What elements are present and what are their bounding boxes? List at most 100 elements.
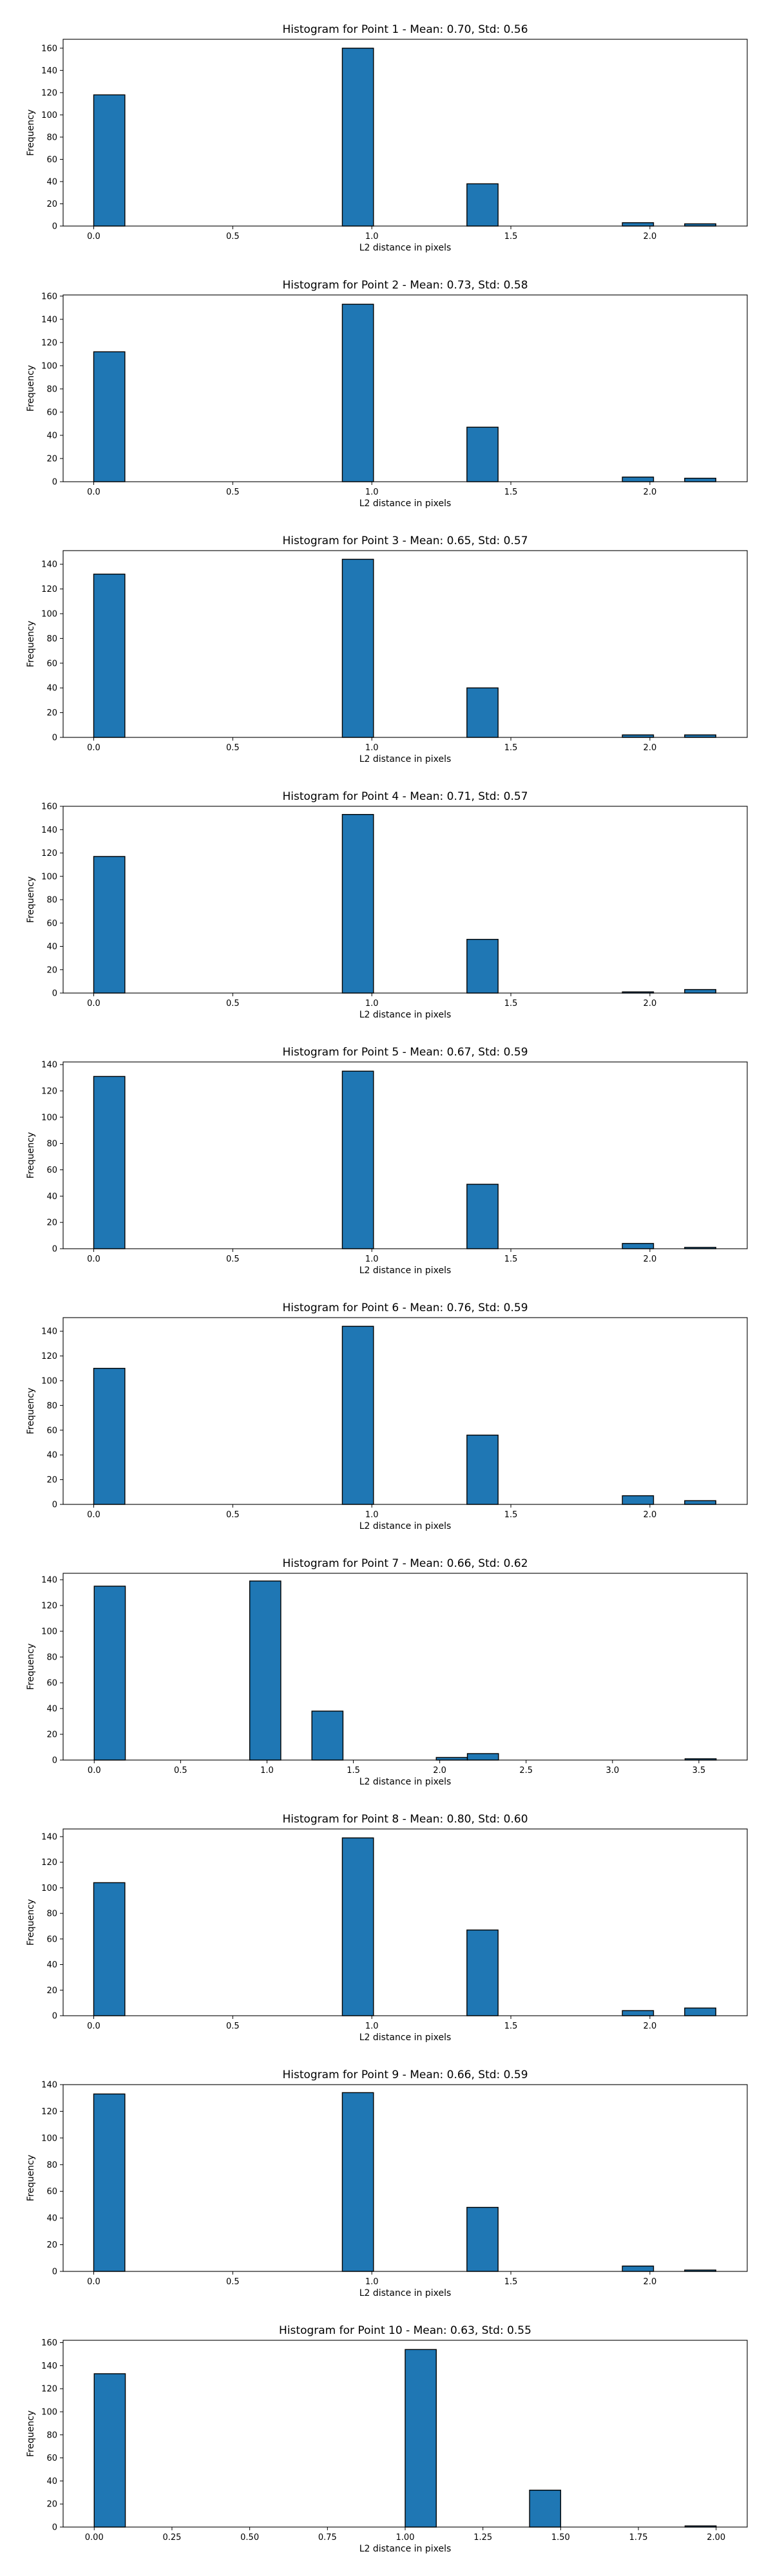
- histogram-9-title: Histogram for Point 9 - Mean: 0.66, Std:…: [282, 2069, 528, 2081]
- histogram-8-xtick-label-4: 1.5: [504, 2022, 518, 2031]
- histogram-2-axes-frame: [62, 294, 748, 482]
- histogram-6-ytick-label-2: 20: [46, 1475, 57, 1485]
- histogram-6-ytick-label-5: 80: [46, 1401, 57, 1411]
- histogram-1-xtick-label-2: 0.5: [226, 232, 240, 242]
- histogram-1-ytick-label-3: 40: [46, 177, 57, 187]
- histogram-5-xlabel: L2 distance in pixels: [359, 1265, 452, 1276]
- histogram-7-bar-5: [466, 1753, 499, 1761]
- histogram-3-bar-5: [684, 734, 716, 738]
- histogram-9-bar-2: [341, 2092, 374, 2272]
- histogram-4-xtick-label-1: 0.0: [87, 999, 100, 1009]
- histogram-10-ytick-label-4: 60: [46, 2454, 57, 2463]
- histogram-2-ytick-label-9: 160: [41, 292, 57, 301]
- histogram-9-bar-3: [466, 2206, 499, 2272]
- histogram-9-xtick-label-4: 1.5: [504, 2277, 518, 2287]
- histogram-2-bar-3: [466, 426, 499, 482]
- histogram-1-xtick-label-3: 1.0: [365, 232, 379, 242]
- histogram-6-bar-1: [93, 1368, 126, 1505]
- histogram-8-bar-4: [622, 2010, 654, 2016]
- histogram-4-bar-2: [341, 813, 374, 994]
- histogram-1-ytick-label-6: 100: [41, 111, 57, 120]
- histogram-9-bar-4: [622, 2266, 654, 2272]
- histogram-3-title: Histogram for Point 3 - Mean: 0.65, Std:…: [282, 535, 528, 547]
- histogram-3-axes-frame: [62, 550, 748, 738]
- histogram-2-ytick-label-6: 100: [41, 361, 57, 371]
- histogram-4-xtick-label-5: 2.0: [644, 999, 657, 1009]
- histogram-4-ytick-label-1: 0: [52, 989, 57, 999]
- histogram-1-ytick-label-1: 0: [52, 222, 57, 232]
- histogram-7-xtick-label-5: 2.0: [433, 1766, 446, 1776]
- histogram-4-xtick-label-4: 1.5: [504, 999, 518, 1009]
- histogram-2-ylabel: Frequency: [26, 365, 36, 412]
- histogram-9-xtick-label-2: 0.5: [226, 2277, 240, 2287]
- histogram-4-xlabel: L2 distance in pixels: [359, 1010, 452, 1020]
- histogram-1-bar-2: [341, 48, 374, 227]
- histogram-7-ytick-label-8: 140: [41, 1576, 57, 1586]
- histogram-2-ytick-label-7: 120: [41, 338, 57, 348]
- histogram-8-ytick-label-3: 40: [46, 1960, 57, 1970]
- histogram-1-xlabel: L2 distance in pixels: [359, 243, 452, 253]
- histogram-10-ytick-label-7: 120: [41, 2385, 57, 2394]
- histogram-8-ytick-label-2: 20: [46, 1986, 57, 1996]
- histogram-1: 0.0 0.5 1.0 1.5 2.0 0 20 40 60 80 100 120 140 160 Hist…: [26, 23, 748, 253]
- histogram-6-ytick-label-4: 60: [46, 1426, 57, 1435]
- histogram-5-ylabel: Frequency: [26, 1132, 36, 1179]
- histogram-4-xtick-label-2: 0.5: [226, 999, 240, 1009]
- histogram-7-bar-2: [249, 1580, 282, 1761]
- histogram-9-ytick-label-1: 0: [52, 2268, 57, 2277]
- histogram-5-ytick-label-1: 0: [52, 1245, 57, 1255]
- histogram-3-ylabel: Frequency: [26, 621, 36, 667]
- histogram-5-ytick-label-8: 140: [41, 1061, 57, 1070]
- histogram-7-ytick-label-2: 20: [46, 1730, 57, 1740]
- histogram-4-bar-5: [684, 989, 716, 994]
- histogram-1-ytick-label-5: 80: [46, 133, 57, 142]
- histogram-3-bar-2: [341, 558, 374, 738]
- histogram-8-ytick-label-8: 140: [41, 1832, 57, 1842]
- histogram-6-ytick-label-6: 100: [41, 1376, 57, 1386]
- histogram-6-xtick-label-1: 0.0: [87, 1510, 100, 1520]
- histogram-3-ytick-label-3: 40: [46, 684, 57, 694]
- histogram-7-bar-4: [435, 1757, 468, 1761]
- histogram-7: 0.0 0.5 1.0 1.5 2.0 2.5 3.0 3.5 0 20 40 60 80 100 120 1…: [26, 1557, 748, 1787]
- histogram-10: 0.00 0.25 0.50 0.75 1.00 1.25 1.50 1.75 2.00 0 20 4…: [26, 2324, 748, 2554]
- histogram-2: 0.0 0.5 1.0 1.5 2.0 0 20 40 60 80 100 120 140 160 Hist…: [26, 279, 748, 509]
- histogram-3-xtick-label-2: 0.5: [226, 743, 240, 753]
- histogram-10-xtick-label-2: 0.25: [162, 2533, 181, 2543]
- histogram-2-xtick-label-3: 1.0: [365, 488, 379, 497]
- histogram-5-xtick-label-4: 1.5: [504, 1255, 518, 1264]
- histogram-2-xtick-label-4: 1.5: [504, 488, 518, 497]
- histogram-10-xtick-label-6: 1.25: [473, 2533, 492, 2543]
- histogram-3-ytick-label-6: 100: [41, 609, 57, 619]
- histogram-3-ytick-label-8: 140: [41, 560, 57, 570]
- histogram-1-xtick-label-4: 1.5: [504, 232, 518, 242]
- histogram-10-xtick-label-4: 0.75: [318, 2533, 337, 2543]
- histogram-8-ytick-label-5: 80: [46, 1909, 57, 1919]
- histogram-6-title: Histogram for Point 6 - Mean: 0.76, Std:…: [282, 1302, 528, 1314]
- histogram-9-xtick-label-1: 0.0: [87, 2277, 100, 2287]
- histogram-9-ylabel: Frequency: [26, 2155, 36, 2201]
- histogram-3-ytick-label-5: 80: [46, 634, 57, 644]
- histogram-3-xtick-label-3: 1.0: [365, 743, 379, 753]
- histogram-5-bar-1: [93, 1075, 126, 1249]
- histogram-6-bar-4: [622, 1495, 654, 1505]
- histogram-2-bar-1: [93, 351, 126, 482]
- histogram-3-xlabel: L2 distance in pixels: [359, 754, 452, 764]
- histogram-7-ytick-label-6: 100: [41, 1627, 57, 1637]
- histogram-8-ytick-label-6: 100: [41, 1884, 57, 1893]
- histogram-9-ytick-label-8: 140: [41, 2081, 57, 2090]
- histogram-2-bar-4: [622, 477, 654, 482]
- histogram-5-bar-3: [466, 1184, 499, 1249]
- histogram-7-xtick-label-4: 1.5: [347, 1766, 360, 1776]
- histogram-8-ytick-label-7: 120: [41, 1858, 57, 1868]
- histogram-8: 0.0 0.5 1.0 1.5 2.0 0 20 40 60 80 100 120 140 Histogr…: [26, 1813, 748, 2043]
- histogram-3-bar-3: [466, 687, 499, 738]
- histogram-10-xtick-label-5: 1.00: [396, 2533, 415, 2543]
- histogram-5-axes-frame: [62, 1061, 748, 1249]
- histogram-8-xtick-label-5: 2.0: [644, 2022, 657, 2031]
- histogram-1-ylabel: Frequency: [26, 109, 36, 156]
- histogram-4-ytick-label-3: 40: [46, 942, 57, 952]
- histogram-3-ytick-label-2: 20: [46, 708, 57, 718]
- histogram-1-ytick-label-9: 160: [41, 44, 57, 53]
- histogram-10-ytick-label-1: 0: [52, 2523, 57, 2533]
